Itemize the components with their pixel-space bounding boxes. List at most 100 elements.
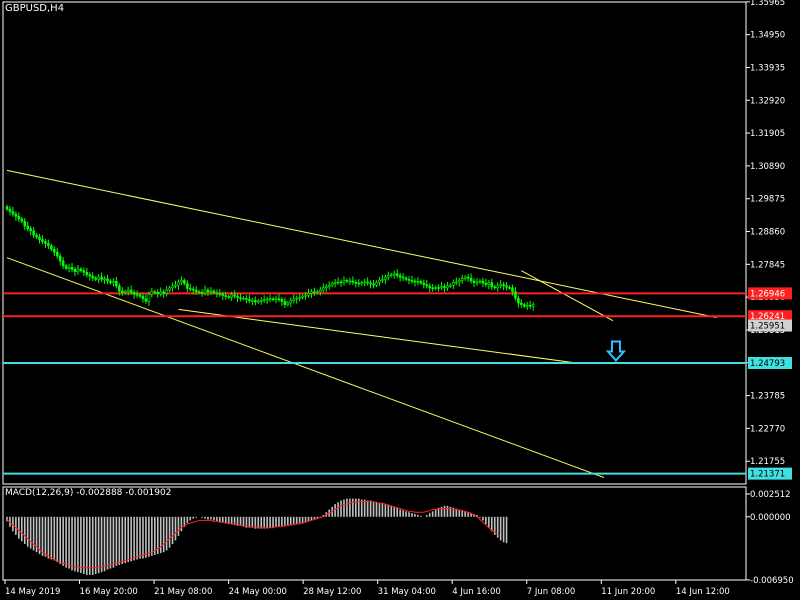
candle-body (262, 299, 266, 302)
candle-body (280, 299, 284, 302)
candle-body (50, 245, 53, 250)
candle-body (392, 273, 396, 276)
candle-body (517, 297, 520, 304)
resistance-price-tag (748, 310, 792, 323)
candle-body (369, 282, 372, 285)
candle-body (265, 298, 269, 301)
trendline (521, 270, 614, 322)
candle-body (434, 287, 437, 289)
candle-body (307, 292, 310, 296)
candle-body (443, 286, 446, 289)
candle-body (32, 230, 35, 236)
x-tick-label: 14 Jun 12:00 (676, 587, 730, 597)
macd-plot (6, 498, 508, 575)
candle-body (103, 278, 106, 281)
candle-body (342, 280, 346, 283)
candle-body (233, 294, 236, 297)
candle-body (191, 288, 195, 291)
candle-body (330, 283, 334, 286)
candle-body (129, 289, 133, 293)
candle-body (82, 270, 86, 273)
x-tick-label: 28 May 12:00 (303, 587, 361, 597)
candle-body (194, 289, 198, 292)
candle-body (528, 304, 532, 307)
y-tick-label: 1.30890 (750, 162, 785, 172)
candle-body (251, 300, 254, 302)
macd-y-tick-label: -0.006950 (750, 576, 794, 586)
candle-body (248, 299, 251, 302)
support-price-label: 1.24793 (750, 359, 785, 369)
candle-body (35, 234, 38, 238)
candle-body (259, 300, 263, 302)
y-tick-label: 1.28860 (750, 228, 785, 238)
candle-body (17, 216, 21, 220)
candle-body (283, 301, 287, 305)
candle-body (70, 267, 74, 270)
candle-body (452, 282, 455, 286)
candle-body (20, 218, 24, 222)
candle-body (212, 290, 216, 293)
candle-body (138, 294, 142, 297)
x-tick-label: 16 May 20:00 (80, 587, 138, 597)
x-tick-label: 7 Jun 08:00 (527, 587, 576, 597)
candle-body (79, 268, 83, 271)
candle-body (221, 293, 225, 296)
candle-body (227, 296, 230, 298)
trendline (6, 169, 717, 319)
candle-body (274, 298, 278, 301)
y-tick-label: 1.32920 (750, 96, 785, 106)
current-price-tag (748, 319, 792, 332)
candle-body (407, 279, 411, 281)
y-tick-label: 1.22770 (750, 424, 785, 434)
candle-body (197, 291, 201, 293)
candle-body (395, 273, 399, 276)
candle-body (478, 280, 482, 283)
candle-body (298, 297, 301, 299)
candle-body (153, 291, 157, 293)
candle-body (422, 282, 426, 285)
candle-body (144, 298, 148, 302)
candle-body (472, 280, 476, 283)
candle-body (333, 281, 337, 284)
candle-body (29, 228, 32, 232)
candle-body (437, 287, 440, 289)
candle-body (168, 287, 171, 291)
candle-body (381, 279, 384, 281)
candle-body (469, 277, 473, 282)
candle-body (304, 294, 307, 297)
candle-body (295, 297, 298, 300)
candle-body (345, 280, 349, 282)
candle-body (38, 236, 41, 240)
trendline (178, 308, 575, 364)
candle-body (64, 265, 68, 269)
candle-body (496, 285, 499, 289)
support-price-tag (748, 356, 792, 369)
candle-body (94, 277, 97, 280)
candle-body (387, 275, 390, 278)
resistance-price-label: 1.26241 (750, 312, 785, 322)
price-plot (3, 169, 746, 479)
candle-body (41, 239, 44, 242)
candle-body (97, 276, 100, 280)
x-tick-label: 31 May 04:00 (378, 587, 436, 597)
support-price-label: 1.21371 (750, 470, 785, 480)
macd-pane-border (2, 486, 747, 581)
candle-body (289, 300, 293, 304)
y-tick-label: 1.34950 (750, 31, 785, 41)
candle-body (58, 255, 62, 262)
candle-body (115, 281, 118, 287)
candle-body (460, 278, 464, 281)
macd-label: MACD(12,26,9) -0.002888 -0.001902 (5, 488, 172, 498)
candle-body (52, 249, 56, 253)
candle-body (256, 300, 260, 303)
candle-body (112, 281, 115, 283)
candle-body (357, 282, 361, 285)
candle-body (324, 286, 328, 289)
candle-body (499, 284, 502, 287)
candle-body (186, 283, 189, 289)
x-tick-label: 24 May 00:00 (229, 587, 287, 597)
candle-body (277, 298, 281, 301)
candle-body (61, 260, 65, 267)
candle-body (8, 208, 12, 212)
